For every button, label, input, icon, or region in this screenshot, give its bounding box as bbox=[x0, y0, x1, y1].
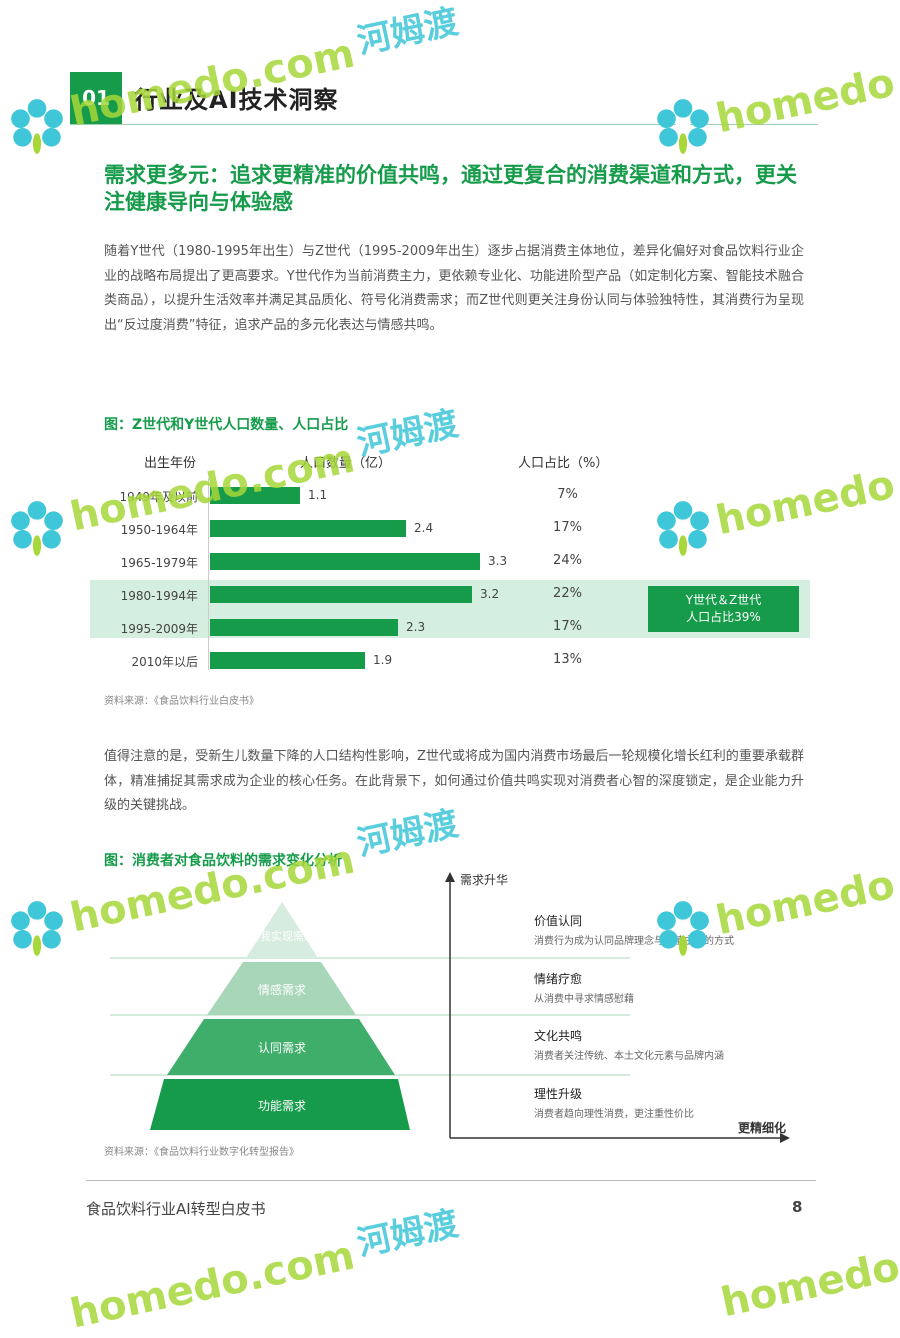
callout-line1: Y世代＆Z世代 bbox=[685, 593, 762, 607]
desc-title: 文化共鸣 bbox=[534, 1029, 583, 1043]
desc-title: 理性升级 bbox=[534, 1087, 583, 1101]
x-axis-arrow bbox=[780, 1133, 790, 1143]
bar-value-label: 3.3 bbox=[488, 554, 508, 568]
bar-value-label: 1.1 bbox=[308, 488, 328, 502]
footer-divider bbox=[86, 1180, 816, 1181]
col-header-percent: 人口占比（%） bbox=[518, 456, 609, 471]
bar-value-label: 3.2 bbox=[480, 587, 500, 601]
watermark-cn: 河姆渡 bbox=[353, 1203, 462, 1265]
second-paragraph: 值得注意的是，受新生儿数量下降的人口结构性影响，Z世代或将成为国内消费市场最后一… bbox=[104, 749, 804, 813]
desc-title: 情绪疗愈 bbox=[534, 972, 583, 986]
watermark-cn: 河姆渡 bbox=[353, 403, 462, 465]
bar-category-label: 1995-2009年 bbox=[120, 622, 198, 636]
desc-text: 消费行为成为认同品牌理念与价值主张的方式 bbox=[534, 936, 734, 947]
population-percent: 22% bbox=[553, 586, 582, 601]
demand-pyramid-diagram: 自我实现需求 情感需求 认同需求 功能需求 需求升华 更精细化 bbox=[110, 872, 790, 1143]
y-axis-label: 需求升华 bbox=[460, 873, 508, 887]
desc-text: 消费者趋向理性消费，更注重性价比 bbox=[534, 1109, 694, 1120]
watermark-flower-icon bbox=[657, 99, 709, 154]
bar-value-label: 2.3 bbox=[406, 620, 426, 634]
population-percent: 17% bbox=[553, 619, 582, 634]
pyramid-level-3 bbox=[167, 1019, 395, 1075]
footer-title: 食品饮料行业AI转型白皮书 bbox=[86, 1200, 266, 1218]
bar-category-label: 1950-1964年 bbox=[120, 523, 198, 537]
figure2-title: 图：消费者对食品饮料的需求变化分析 bbox=[104, 853, 342, 869]
population-bar bbox=[210, 553, 480, 570]
pyramid-level-4 bbox=[150, 1079, 410, 1130]
figure1-source: 资料来源：《食品饮料行业白皮书》 bbox=[104, 696, 259, 707]
watermark-flower-icon bbox=[657, 501, 709, 556]
figure2-source: 资料来源：《食品饮料行业数字化转型报告》 bbox=[104, 1147, 299, 1158]
bar-value-label: 2.4 bbox=[414, 521, 434, 535]
desc-emotional-healing: 情绪疗愈 从消费中寻求情感慰藉 bbox=[534, 970, 634, 1005]
watermark-cn: 河姆渡 bbox=[353, 1, 462, 63]
population-percent: 13% bbox=[553, 652, 582, 667]
bar-category-label: 1965-1979年 bbox=[120, 556, 198, 570]
section-title: 行业及AI技术洞察 bbox=[134, 86, 339, 114]
desc-value-identity: 价值认同 消费行为成为认同品牌理念与价值主张的方式 bbox=[534, 912, 734, 947]
figure1-title: 图：Z世代和Y世代人口数量、人口占比 bbox=[104, 417, 349, 433]
watermark-brand: homedo bbox=[712, 59, 899, 143]
watermark-brand: homedo bbox=[717, 1243, 900, 1327]
section-number-badge: 01 bbox=[70, 72, 122, 124]
bar-category-label: 1980-1994年 bbox=[120, 589, 198, 603]
col-header-year: 出生年份 bbox=[144, 456, 197, 471]
watermark-site: homedo.com bbox=[66, 1232, 359, 1338]
population-percent: 24% bbox=[553, 553, 582, 568]
level-4-label: 功能需求 bbox=[258, 1099, 306, 1113]
population-bar bbox=[210, 520, 406, 537]
level-1-label: 自我实现需求 bbox=[249, 929, 315, 943]
desc-cultural-resonance: 文化共鸣 消费者关注传统、本土文化元素与品牌内涵 bbox=[534, 1027, 724, 1062]
page-heading: 需求更多元：追求更精准的价值共鸣，通过更复合的消费渠道和方式，更关注健康导向与体… bbox=[104, 163, 797, 214]
desc-text: 消费者关注传统、本土文化元素与品牌内涵 bbox=[534, 1051, 724, 1062]
population-bar bbox=[210, 586, 472, 603]
population-percent: 17% bbox=[553, 520, 582, 535]
population-percent: 7% bbox=[557, 487, 578, 502]
desc-title: 价值认同 bbox=[534, 914, 583, 928]
y-axis-arrow bbox=[445, 872, 455, 882]
level-3-label: 认同需求 bbox=[258, 1041, 306, 1055]
intro-paragraph: 随着Y世代（1980-1995年出生）与Z世代（1995-2009年出生）逐步占… bbox=[104, 244, 804, 333]
population-bar bbox=[210, 652, 365, 669]
watermark-brand: homedo bbox=[712, 461, 899, 545]
population-bar bbox=[210, 487, 300, 504]
watermark-site: homedo.com bbox=[66, 30, 359, 136]
desc-rational-upgrade: 理性升级 消费者趋向理性消费，更注重性价比 bbox=[534, 1085, 694, 1120]
x-axis-label: 更精细化 bbox=[738, 1120, 786, 1135]
level-2-label: 情感需求 bbox=[258, 982, 306, 997]
bar-category-label: 2010年以后 bbox=[131, 655, 198, 669]
pyramid-level-1 bbox=[246, 902, 318, 958]
watermark-flower-icon bbox=[11, 901, 63, 956]
desc-text: 从消费中寻求情感慰藉 bbox=[534, 994, 634, 1005]
bar-category-label: 1949年及以前 bbox=[119, 490, 198, 504]
watermark-flower-icon bbox=[657, 901, 709, 956]
callout-line2: 人口占比39% bbox=[686, 610, 761, 624]
col-header-population: 人口数量（亿） bbox=[300, 456, 392, 471]
header-divider bbox=[70, 124, 818, 125]
bar-value-label: 1.9 bbox=[373, 653, 393, 667]
bar-axis bbox=[208, 478, 209, 670]
page-number: 8 bbox=[792, 1198, 803, 1216]
population-bar bbox=[210, 619, 398, 636]
watermark-flower-icon bbox=[11, 99, 63, 154]
pyramid-level-2 bbox=[207, 962, 356, 1015]
watermark-flower-icon bbox=[11, 501, 63, 556]
generation-callout: Y世代＆Z世代 人口占比39% bbox=[648, 586, 799, 632]
